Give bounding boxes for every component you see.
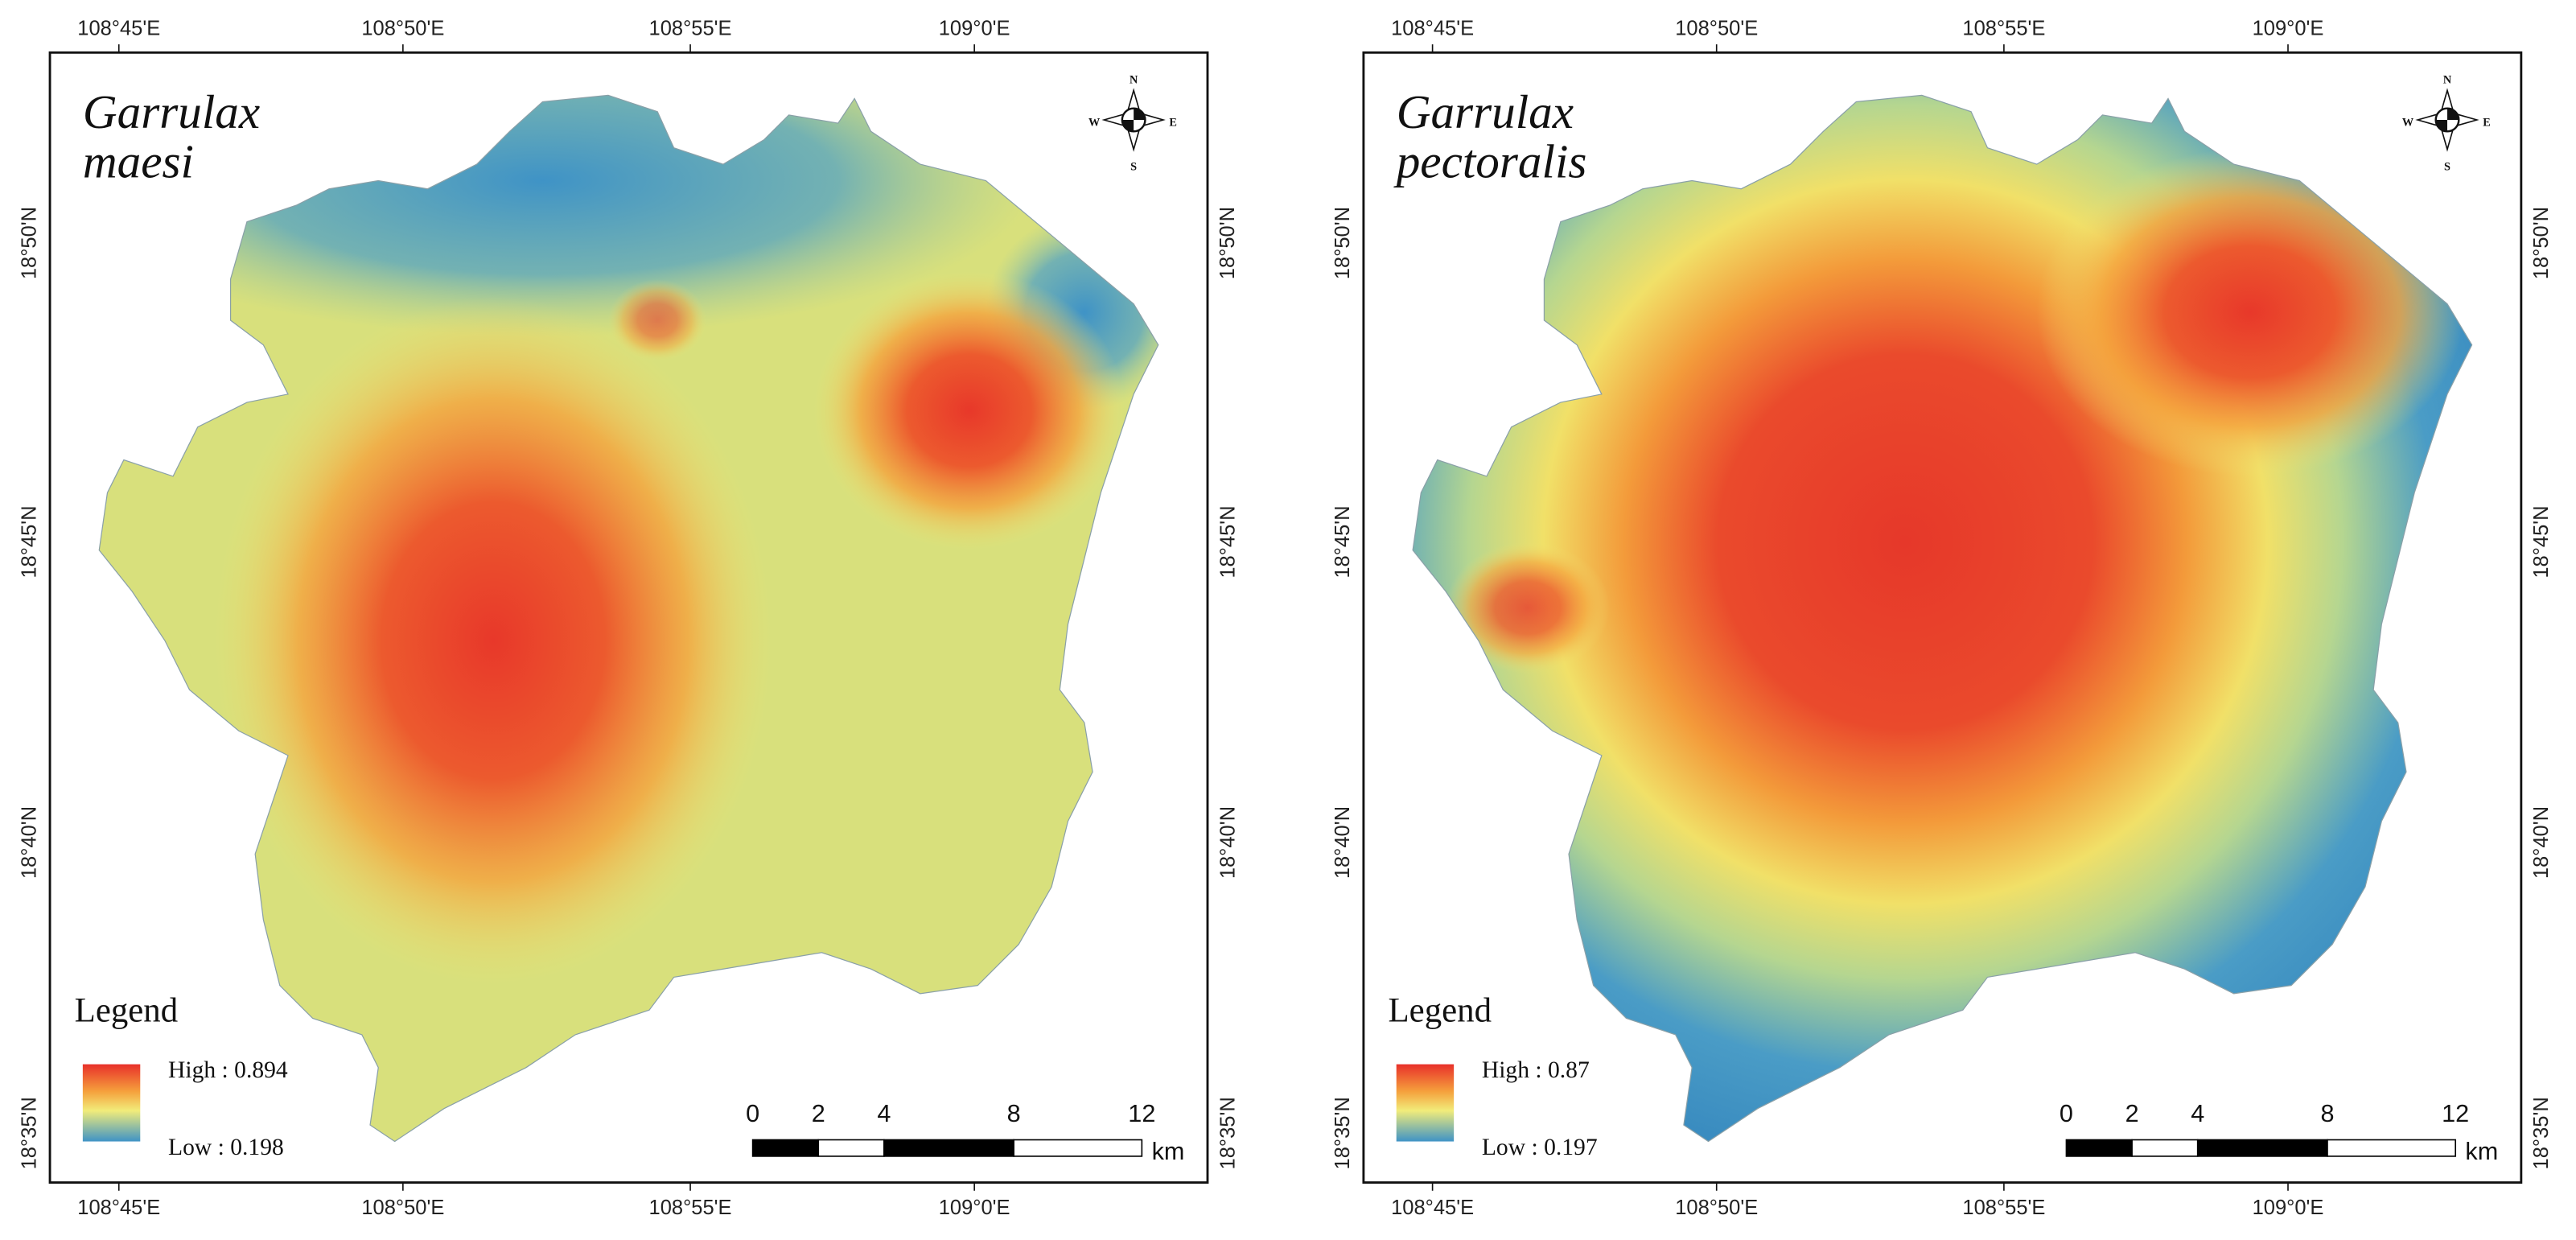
longitude-label: 109°0'E	[2253, 1197, 2324, 1219]
latitude-label: 18°40'N	[1216, 806, 1239, 879]
legend-ramp	[1396, 1064, 1455, 1142]
map-surface	[99, 95, 1158, 1142]
latitude-label: 18°45'N	[1331, 505, 1354, 578]
latitude-label: 18°50'N	[1331, 207, 1354, 279]
scale-bar-label: 8	[2320, 1100, 2334, 1127]
legend-title: Legend	[1389, 992, 1492, 1030]
compass-label: N	[1130, 73, 1138, 86]
north-arrow: N S E W	[1088, 73, 1177, 173]
latitude-label: 18°45'N	[1216, 505, 1239, 578]
map-panel: 108°45'E 108°45'E 108°50'E 108°50'E 108°55'E…	[1331, 17, 2553, 1218]
north-arrow: N S E W	[2402, 73, 2491, 173]
scale-bar-segment	[2131, 1139, 2199, 1157]
latitude-label: 18°45'N	[18, 505, 40, 578]
latitude-label: 18°50'N	[1216, 207, 1239, 279]
map-outline	[1412, 94, 2473, 1143]
latitude-label: 18°50'N	[18, 207, 40, 279]
longitude-label: 108°55'E	[649, 1197, 732, 1219]
compass-label: W	[1088, 116, 1101, 129]
longitude-label: 109°0'E	[939, 1197, 1010, 1219]
scale-bar-segment	[817, 1139, 885, 1157]
legend-ramp	[82, 1064, 141, 1142]
species-title: Garrulax	[1397, 85, 1574, 138]
species-title: maesi	[83, 134, 194, 187]
longitude-label: 108°55'E	[649, 17, 732, 39]
map-fill	[214, 295, 773, 986]
scale-bar-label: 0	[746, 1100, 759, 1127]
longitude-label: 108°55'E	[1962, 17, 2045, 39]
compass-label: E	[2483, 116, 2491, 129]
legend-high: High : 0.894	[168, 1057, 288, 1083]
scale-bar-label: 4	[2191, 1100, 2204, 1127]
map-panel: 108°45'E 108°45'E 108°50'E 108°50'E 108°55'E…	[18, 17, 1239, 1218]
compass-label: S	[1130, 160, 1137, 173]
map-frame	[1362, 51, 2523, 1184]
latitude-label: 18°45'N	[2530, 505, 2553, 578]
scale-bar-label: 8	[1007, 1100, 1021, 1127]
longitude-label: 109°0'E	[939, 17, 1010, 39]
compass-fill	[1121, 108, 1146, 132]
latitude-label: 18°35'N	[1331, 1097, 1354, 1169]
species-title: pectoralis	[1393, 134, 1587, 187]
compass-label: S	[2444, 160, 2450, 173]
longitude-label: 108°50'E	[1675, 17, 1758, 39]
scale-bar-segment	[2327, 1139, 2457, 1157]
latitude-label: 18°35'N	[18, 1097, 40, 1169]
longitude-label: 108°45'E	[1391, 1197, 1474, 1219]
map-surface	[1413, 95, 2472, 1142]
longitude-label: 108°50'E	[361, 1197, 444, 1219]
scale-bar-label: 12	[1128, 1100, 1155, 1127]
map-frame	[48, 51, 1209, 1184]
longitude-label: 108°45'E	[1391, 17, 1474, 39]
scale-bar-label: 2	[2125, 1100, 2139, 1127]
map-fill	[2036, 147, 2464, 476]
map-outline	[98, 94, 1159, 1143]
scale-bar-segment	[2196, 1139, 2328, 1157]
longitude-label: 108°55'E	[1962, 1197, 2045, 1219]
legend-high: High : 0.87	[1482, 1057, 1590, 1083]
scale-bar-segment	[1013, 1139, 1143, 1157]
map-fill	[99, 95, 1035, 337]
latitude-label: 18°35'N	[1216, 1097, 1239, 1169]
legend-low: Low : 0.197	[1482, 1135, 1598, 1160]
scale-bar-label: 2	[812, 1100, 825, 1127]
scale-bar-segment	[2065, 1139, 2133, 1157]
map-fill	[608, 278, 707, 362]
latitude-label: 18°35'N	[2530, 1097, 2553, 1169]
latitude-label: 18°40'N	[18, 806, 40, 879]
longitude-label: 109°0'E	[2253, 17, 2324, 39]
compass-fill	[2435, 108, 2459, 132]
map-fill	[1445, 542, 1611, 674]
scale-bar-label: 12	[2442, 1100, 2469, 1127]
latitude-label: 18°40'N	[1331, 806, 1354, 879]
scale-bar-label: 4	[877, 1100, 891, 1127]
longitude-label: 108°45'E	[77, 17, 160, 39]
scale-bar-label: 0	[2060, 1100, 2073, 1127]
longitude-label: 108°45'E	[77, 1197, 160, 1219]
latitude-label: 18°50'N	[2530, 207, 2553, 279]
scale-bar-segment	[883, 1139, 1014, 1157]
compass-label: W	[2402, 116, 2414, 129]
compass-label: E	[1169, 116, 1177, 129]
latitude-label: 18°40'N	[2530, 806, 2553, 879]
longitude-label: 108°50'E	[1675, 1197, 1758, 1219]
scale-bar-unit: km	[1152, 1138, 1185, 1165]
species-title: Garrulax	[83, 85, 260, 138]
longitude-label: 108°50'E	[361, 17, 444, 39]
scale-bar-unit: km	[2465, 1138, 2498, 1165]
scale-bar-segment	[751, 1139, 820, 1157]
legend-title: Legend	[75, 992, 179, 1030]
legend-low: Low : 0.198	[168, 1135, 284, 1160]
compass-label: N	[2443, 73, 2452, 86]
map-fill	[813, 270, 1125, 550]
